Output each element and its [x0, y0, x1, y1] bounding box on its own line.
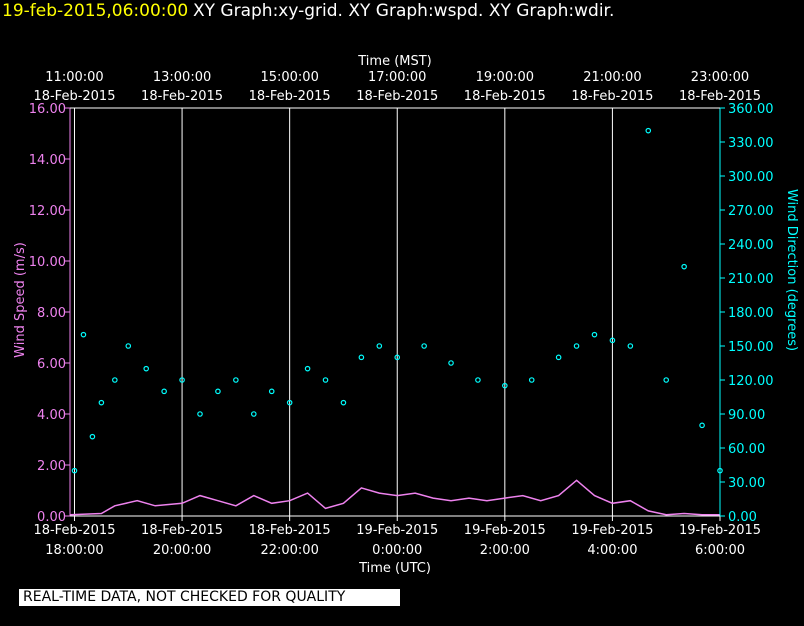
bottom-tick-date: 19-Feb-2015 [464, 523, 546, 538]
top-tick-time: 11:00:00 [45, 70, 103, 85]
wind-direction-point [80, 331, 87, 338]
left-tick-label: 6.00 [37, 357, 66, 372]
axis-ticks: 18-Feb-2015 18:00:00 18-Feb-2015 20:00:00 18… [29, 70, 774, 558]
wind-direction-point [376, 343, 383, 349]
top-tick-date: 18-Feb-2015 [464, 89, 546, 104]
wind-direction-point [663, 377, 670, 383]
wind-direction-point [448, 360, 454, 366]
right-tick-label: 0.00 [728, 510, 757, 525]
wind-direction-point [699, 422, 705, 429]
bottom-tick-time: 2:00:00 [480, 543, 530, 558]
wind-direction-point [681, 263, 687, 270]
right-tick-label: 120.00 [728, 374, 774, 389]
right-tick-label: 60.00 [728, 442, 765, 457]
left-tick-label: 0.00 [37, 510, 66, 525]
top-tick-date: 18-Feb-2015 [141, 89, 223, 104]
left-tick-label: 8.00 [37, 306, 66, 321]
wind-direction-point [250, 411, 257, 417]
left-axis-title: Wind Speed (m/s) [13, 242, 28, 358]
wind-direction-point [421, 343, 427, 349]
left-tick-label: 14.00 [29, 153, 66, 168]
left-tick-label: 2.00 [37, 459, 66, 474]
wind-speed-series [69, 479, 720, 516]
wind-direction-point [340, 399, 347, 406]
wind-direction-point [233, 377, 239, 383]
wind-direction-point [304, 365, 311, 372]
wind-direction-point [322, 377, 329, 383]
wind-direction-series [71, 127, 723, 474]
header-graph-list: XY Graph:xy-grid. XY Graph:wspd. XY Grap… [193, 1, 615, 21]
wind-speed-line [69, 479, 720, 516]
top-axis-title: Time (MST) [357, 54, 432, 69]
wind-direction-point [143, 365, 150, 372]
top-tick-date: 18-Feb-2015 [33, 89, 115, 104]
wind-direction-point [502, 382, 508, 389]
wind-direction-point [112, 377, 118, 383]
left-tick-label: 12.00 [29, 204, 66, 219]
wind-direction-point [161, 388, 167, 395]
top-tick-time: 21:00:00 [583, 70, 641, 85]
header-date: 19-feb-2015,06:00:00 [2, 1, 189, 21]
bottom-tick-time: 20:00:00 [153, 543, 211, 558]
bottom-tick-time: 22:00:00 [260, 543, 318, 558]
wind-direction-point [555, 354, 562, 361]
top-tick-time: 19:00:00 [476, 70, 534, 85]
bottom-tick-date: 18-Feb-2015 [141, 523, 223, 538]
bottom-tick-date: 18-Feb-2015 [249, 523, 331, 538]
wind-direction-point [475, 377, 481, 383]
bottom-tick-date: 19-Feb-2015 [571, 523, 653, 538]
wind-direction-point [528, 377, 535, 383]
bottom-tick-date: 19-Feb-2015 [679, 523, 761, 538]
wind-direction-point [89, 433, 96, 440]
bottom-tick-time: 18:00:00 [45, 543, 103, 558]
right-tick-label: 210.00 [728, 272, 774, 287]
right-tick-label: 330.00 [728, 136, 774, 151]
bottom-tick-time: 0:00:00 [372, 543, 422, 558]
wind-direction-point [358, 354, 365, 361]
wind-direction-point [215, 388, 221, 395]
top-tick-time: 15:00:00 [260, 70, 318, 85]
top-tick-time: 13:00:00 [153, 70, 211, 85]
top-tick-date: 18-Feb-2015 [571, 89, 653, 104]
left-tick-label: 10.00 [29, 255, 66, 270]
wind-direction-point [268, 388, 275, 395]
right-tick-label: 90.00 [728, 408, 765, 423]
wind-direction-point [394, 354, 401, 361]
right-tick-label: 300.00 [728, 170, 774, 185]
wind-direction-point [179, 377, 185, 383]
wind-direction-point [125, 343, 132, 349]
bottom-axis-title: Time (UTC) [358, 561, 431, 576]
top-tick-date: 18-Feb-2015 [356, 89, 438, 104]
wind-direction-point [591, 331, 598, 338]
left-tick-label: 4.00 [37, 408, 66, 423]
bottom-tick-time: 6:00:00 [695, 543, 745, 558]
top-tick-time: 17:00:00 [368, 70, 426, 85]
right-tick-label: 240.00 [728, 238, 774, 253]
bottom-tick-date: 18-Feb-2015 [33, 523, 115, 538]
wind-direction-point [286, 399, 293, 406]
wind-direction-point [609, 337, 616, 344]
left-tick-label: 16.00 [29, 102, 66, 117]
wind-direction-point [98, 399, 105, 406]
top-tick-time: 23:00:00 [691, 70, 749, 85]
wind-direction-point [71, 467, 78, 474]
wind-direction-point [197, 411, 203, 417]
right-tick-label: 150.00 [728, 340, 774, 355]
bottom-tick-date: 19-Feb-2015 [356, 523, 438, 538]
right-tick-label: 360.00 [728, 102, 774, 117]
wind-direction-point [645, 127, 652, 134]
top-tick-date: 18-Feb-2015 [249, 89, 331, 104]
top-tick-date: 18-Feb-2015 [679, 89, 761, 104]
quality-warning-banner: REAL-TIME DATA, NOT CHECKED FOR QUALITY [19, 589, 400, 606]
right-tick-label: 180.00 [728, 306, 774, 321]
bottom-tick-time: 4:00:00 [587, 543, 637, 558]
right-axis-title: Wind Direction (degrees) [784, 189, 799, 351]
wind-direction-point [573, 343, 580, 349]
right-tick-label: 270.00 [728, 204, 774, 219]
wind-direction-point [627, 343, 634, 349]
right-tick-label: 30.00 [728, 476, 765, 491]
